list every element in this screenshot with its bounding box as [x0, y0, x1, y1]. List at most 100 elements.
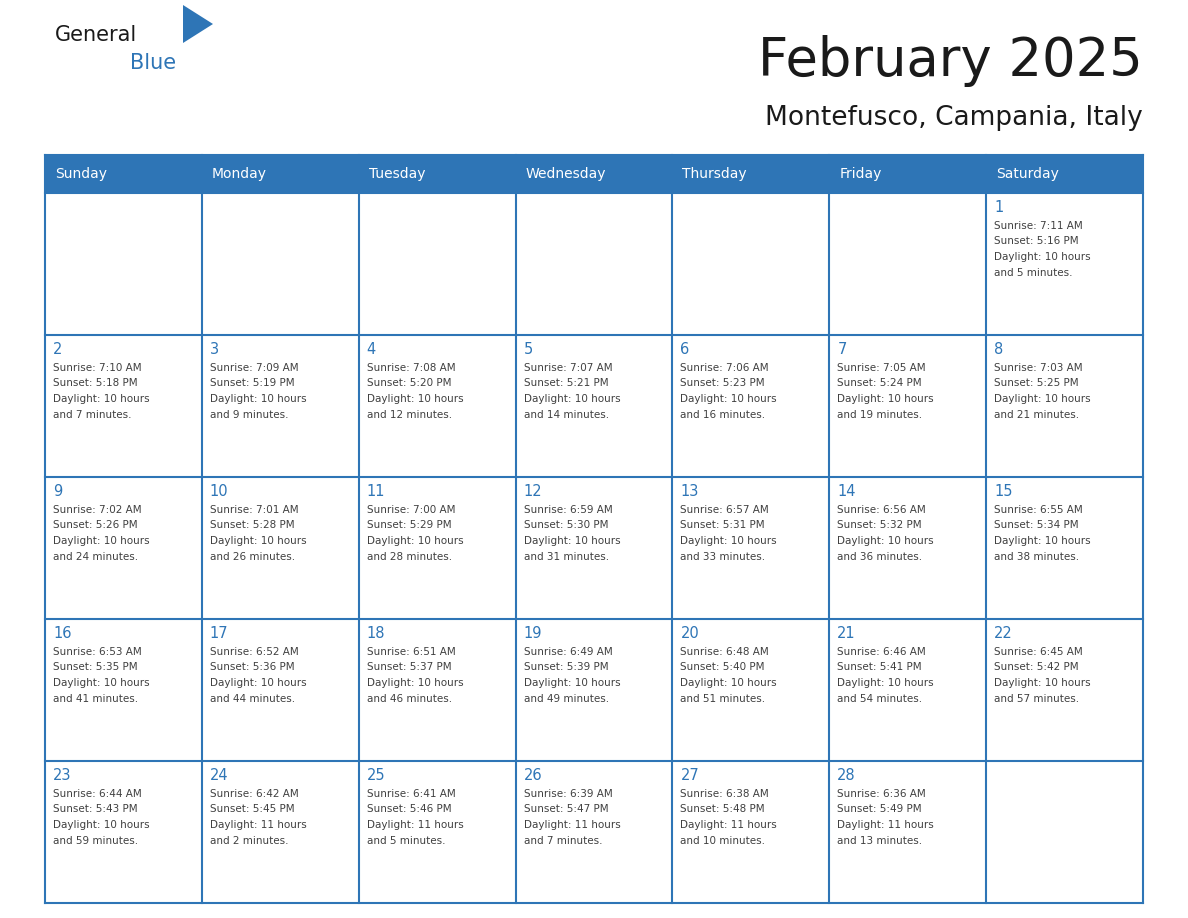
Text: Sunset: 5:19 PM: Sunset: 5:19 PM [210, 378, 295, 388]
Text: and 36 minutes.: and 36 minutes. [838, 552, 922, 562]
Text: 4: 4 [367, 342, 375, 357]
Text: Daylight: 11 hours: Daylight: 11 hours [524, 820, 620, 830]
Text: and 49 minutes.: and 49 minutes. [524, 693, 608, 703]
Text: 16: 16 [53, 626, 71, 641]
Text: Sunday: Sunday [55, 167, 107, 181]
Text: Sunset: 5:36 PM: Sunset: 5:36 PM [210, 663, 295, 673]
Text: Sunset: 5:24 PM: Sunset: 5:24 PM [838, 378, 922, 388]
Text: Sunrise: 7:00 AM: Sunrise: 7:00 AM [367, 505, 455, 515]
Text: Daylight: 10 hours: Daylight: 10 hours [681, 536, 777, 546]
Text: Sunset: 5:40 PM: Sunset: 5:40 PM [681, 663, 765, 673]
Text: Sunrise: 7:02 AM: Sunrise: 7:02 AM [53, 505, 141, 515]
Text: Sunset: 5:46 PM: Sunset: 5:46 PM [367, 804, 451, 814]
Text: Sunset: 5:21 PM: Sunset: 5:21 PM [524, 378, 608, 388]
Text: 19: 19 [524, 626, 542, 641]
Text: Daylight: 10 hours: Daylight: 10 hours [210, 536, 307, 546]
Text: and 51 minutes.: and 51 minutes. [681, 693, 765, 703]
Text: Daylight: 10 hours: Daylight: 10 hours [53, 678, 150, 688]
Text: Daylight: 10 hours: Daylight: 10 hours [210, 678, 307, 688]
Text: and 24 minutes.: and 24 minutes. [53, 552, 138, 562]
Text: and 12 minutes.: and 12 minutes. [367, 409, 451, 420]
Text: Daylight: 10 hours: Daylight: 10 hours [681, 678, 777, 688]
Text: General: General [55, 25, 138, 45]
Text: Daylight: 10 hours: Daylight: 10 hours [210, 394, 307, 404]
Bar [45, 193, 1143, 335]
Text: Sunrise: 7:06 AM: Sunrise: 7:06 AM [681, 363, 769, 373]
Text: Sunrise: 6:38 AM: Sunrise: 6:38 AM [681, 789, 769, 799]
Text: Sunrise: 6:39 AM: Sunrise: 6:39 AM [524, 789, 612, 799]
Text: Daylight: 10 hours: Daylight: 10 hours [367, 678, 463, 688]
Text: Sunrise: 6:48 AM: Sunrise: 6:48 AM [681, 647, 769, 657]
Text: and 33 minutes.: and 33 minutes. [681, 552, 765, 562]
Text: and 5 minutes.: and 5 minutes. [367, 835, 446, 845]
Text: Sunset: 5:45 PM: Sunset: 5:45 PM [210, 804, 295, 814]
Text: Thursday: Thursday [682, 167, 747, 181]
Bar [45, 335, 1143, 477]
Text: Daylight: 10 hours: Daylight: 10 hours [53, 820, 150, 830]
Text: Sunset: 5:31 PM: Sunset: 5:31 PM [681, 521, 765, 531]
Text: Sunrise: 6:56 AM: Sunrise: 6:56 AM [838, 505, 925, 515]
Text: Sunrise: 6:46 AM: Sunrise: 6:46 AM [838, 647, 925, 657]
Text: 23: 23 [53, 768, 71, 783]
Text: Daylight: 11 hours: Daylight: 11 hours [367, 820, 463, 830]
Text: Sunset: 5:48 PM: Sunset: 5:48 PM [681, 804, 765, 814]
Text: and 59 minutes.: and 59 minutes. [53, 835, 138, 845]
Text: and 44 minutes.: and 44 minutes. [210, 693, 295, 703]
Text: Sunrise: 7:05 AM: Sunrise: 7:05 AM [838, 363, 925, 373]
Text: 9: 9 [53, 484, 62, 499]
Text: Daylight: 10 hours: Daylight: 10 hours [53, 536, 150, 546]
Text: Sunrise: 6:55 AM: Sunrise: 6:55 AM [994, 505, 1083, 515]
Bar [45, 619, 1143, 761]
Text: 17: 17 [210, 626, 228, 641]
Text: Daylight: 10 hours: Daylight: 10 hours [524, 394, 620, 404]
Text: Monday: Monday [211, 167, 267, 181]
Text: Sunrise: 6:53 AM: Sunrise: 6:53 AM [53, 647, 141, 657]
Text: Daylight: 10 hours: Daylight: 10 hours [524, 536, 620, 546]
Text: and 38 minutes.: and 38 minutes. [994, 552, 1079, 562]
Text: Sunset: 5:25 PM: Sunset: 5:25 PM [994, 378, 1079, 388]
Text: and 16 minutes.: and 16 minutes. [681, 409, 765, 420]
Text: Sunrise: 6:45 AM: Sunrise: 6:45 AM [994, 647, 1083, 657]
Text: 13: 13 [681, 484, 699, 499]
Text: and 31 minutes.: and 31 minutes. [524, 552, 608, 562]
Text: and 9 minutes.: and 9 minutes. [210, 409, 289, 420]
Text: Sunrise: 6:52 AM: Sunrise: 6:52 AM [210, 647, 298, 657]
Text: Daylight: 10 hours: Daylight: 10 hours [367, 394, 463, 404]
Text: Daylight: 11 hours: Daylight: 11 hours [210, 820, 307, 830]
Text: 27: 27 [681, 768, 700, 783]
Text: 22: 22 [994, 626, 1013, 641]
Text: Sunset: 5:20 PM: Sunset: 5:20 PM [367, 378, 451, 388]
Text: Sunrise: 6:59 AM: Sunrise: 6:59 AM [524, 505, 612, 515]
Text: 7: 7 [838, 342, 847, 357]
Text: Sunset: 5:42 PM: Sunset: 5:42 PM [994, 663, 1079, 673]
Text: Sunset: 5:16 PM: Sunset: 5:16 PM [994, 237, 1079, 247]
Text: Daylight: 10 hours: Daylight: 10 hours [681, 394, 777, 404]
Text: and 7 minutes.: and 7 minutes. [524, 835, 602, 845]
Text: Sunrise: 6:42 AM: Sunrise: 6:42 AM [210, 789, 298, 799]
Text: Daylight: 10 hours: Daylight: 10 hours [838, 536, 934, 546]
Text: Daylight: 10 hours: Daylight: 10 hours [994, 536, 1091, 546]
Text: Sunset: 5:26 PM: Sunset: 5:26 PM [53, 521, 138, 531]
Text: and 54 minutes.: and 54 minutes. [838, 693, 922, 703]
Text: Sunset: 5:41 PM: Sunset: 5:41 PM [838, 663, 922, 673]
Text: Daylight: 10 hours: Daylight: 10 hours [367, 536, 463, 546]
Text: Daylight: 10 hours: Daylight: 10 hours [994, 394, 1091, 404]
Text: 12: 12 [524, 484, 542, 499]
Text: Daylight: 10 hours: Daylight: 10 hours [994, 252, 1091, 262]
Text: Blue: Blue [129, 53, 176, 73]
Text: Sunset: 5:39 PM: Sunset: 5:39 PM [524, 663, 608, 673]
Text: Sunset: 5:43 PM: Sunset: 5:43 PM [53, 804, 138, 814]
Text: 11: 11 [367, 484, 385, 499]
Text: and 46 minutes.: and 46 minutes. [367, 693, 451, 703]
Text: and 14 minutes.: and 14 minutes. [524, 409, 608, 420]
Text: 15: 15 [994, 484, 1012, 499]
Text: Friday: Friday [839, 167, 881, 181]
Text: Sunset: 5:18 PM: Sunset: 5:18 PM [53, 378, 138, 388]
Text: 2: 2 [53, 342, 63, 357]
Text: 5: 5 [524, 342, 533, 357]
Text: Sunrise: 7:03 AM: Sunrise: 7:03 AM [994, 363, 1082, 373]
Text: 28: 28 [838, 768, 855, 783]
Text: 25: 25 [367, 768, 385, 783]
Text: Sunset: 5:28 PM: Sunset: 5:28 PM [210, 521, 295, 531]
Text: Saturday: Saturday [997, 167, 1059, 181]
